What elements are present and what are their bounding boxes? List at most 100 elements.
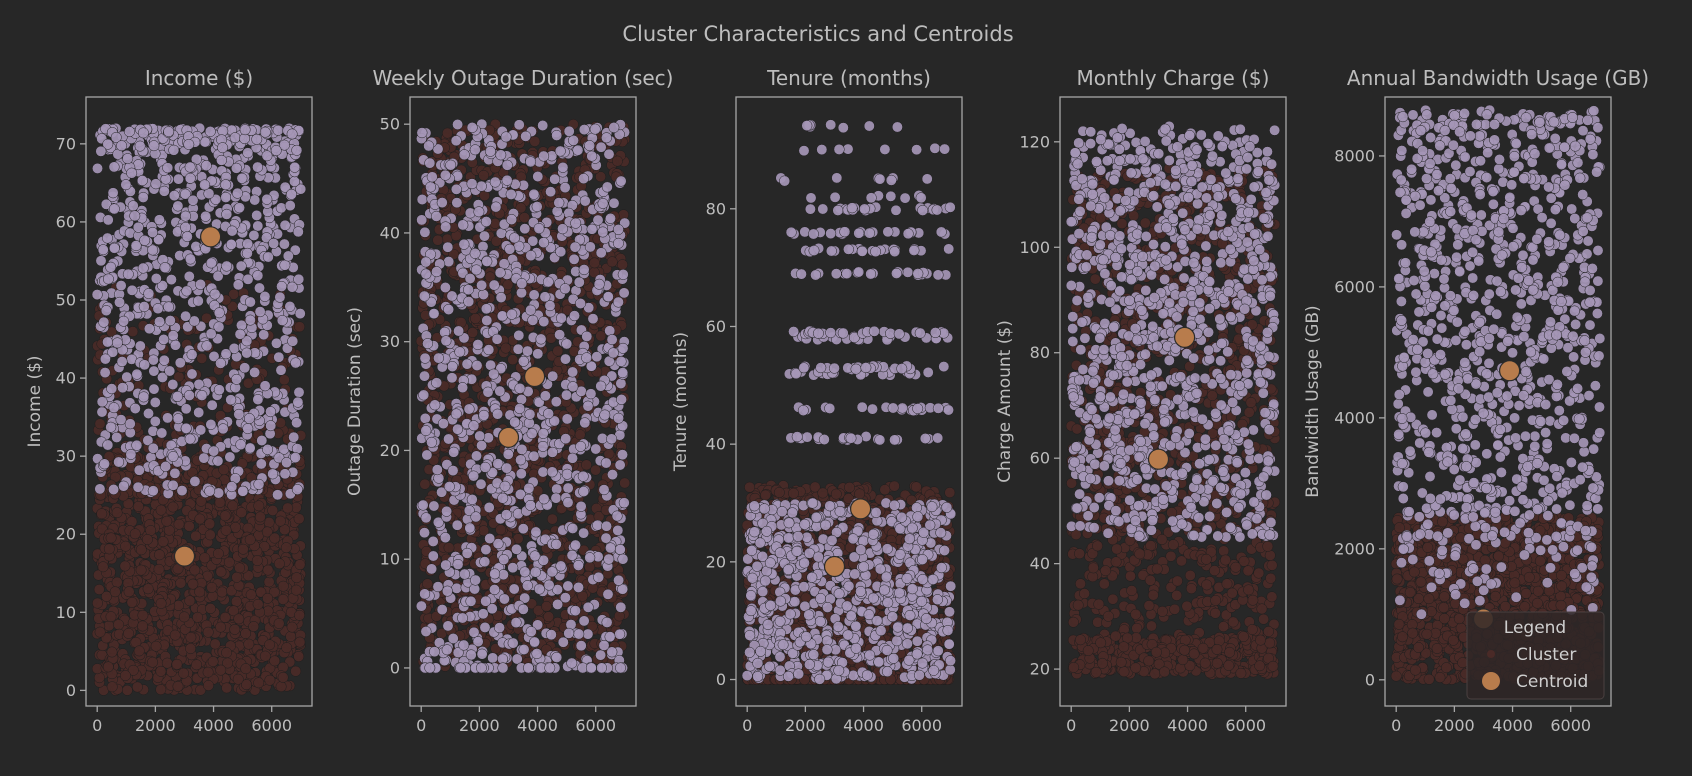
cluster-point — [107, 187, 119, 199]
cluster-point — [593, 571, 605, 583]
cluster-point — [596, 662, 608, 674]
cluster-point — [224, 451, 236, 463]
cluster-point — [237, 543, 249, 555]
scatter-points — [91, 122, 307, 696]
cluster-point — [102, 661, 114, 673]
cluster-point — [608, 122, 620, 133]
cluster-point — [272, 489, 284, 501]
cluster-point — [525, 304, 537, 316]
cluster-point — [194, 513, 206, 525]
cluster-point — [526, 428, 538, 439]
cluster-point — [598, 484, 610, 496]
cluster-point — [568, 134, 579, 146]
cluster-point — [546, 566, 558, 578]
cluster-point — [559, 182, 571, 194]
cluster-point — [555, 560, 567, 572]
cluster-point — [155, 684, 167, 696]
cluster-point — [103, 620, 115, 632]
cluster-point — [464, 273, 476, 284]
chart-title: Cluster Characteristics and Centroids — [622, 22, 1013, 46]
cluster-point — [213, 487, 225, 499]
cluster-point — [457, 219, 469, 231]
cluster-point — [591, 351, 603, 363]
cluster-point — [208, 350, 220, 362]
cluster-point — [229, 132, 241, 144]
cluster-point — [133, 464, 145, 476]
cluster-point — [149, 396, 161, 408]
cluster-point — [273, 351, 285, 363]
y-tick-label: 0 — [390, 658, 400, 677]
cluster-point — [242, 147, 254, 159]
cluster-point — [276, 280, 288, 292]
cluster-point — [127, 326, 139, 338]
cluster-point — [129, 403, 141, 414]
cluster-point — [419, 588, 431, 600]
cluster-point — [510, 617, 522, 629]
cluster-point — [573, 581, 584, 593]
cluster-point — [418, 389, 430, 401]
cluster-point — [235, 260, 247, 272]
cluster-point — [600, 457, 612, 469]
cluster-point — [126, 284, 138, 296]
cluster-point — [525, 250, 537, 262]
cluster-point — [505, 188, 517, 200]
cluster-point — [208, 445, 220, 457]
cluster-point — [172, 680, 184, 692]
cluster-point — [475, 180, 487, 192]
cluster-point — [102, 232, 113, 244]
cluster-point — [420, 425, 432, 437]
cluster-point — [516, 278, 528, 289]
cluster-point — [420, 268, 432, 280]
cluster-point — [508, 583, 520, 595]
cluster-point — [199, 179, 211, 191]
cluster-point — [220, 191, 232, 203]
cluster-point — [566, 549, 578, 561]
cluster-point — [424, 157, 436, 169]
cluster-point — [105, 611, 117, 623]
cluster-point — [244, 442, 256, 454]
cluster-point — [468, 626, 480, 638]
cluster-point — [143, 323, 155, 335]
cluster-point — [102, 138, 114, 150]
cluster-point — [522, 662, 534, 674]
cluster-point — [545, 186, 557, 198]
cluster-point — [506, 214, 518, 225]
cluster-point — [569, 310, 580, 322]
cluster-point — [239, 124, 251, 136]
cluster-point — [286, 188, 297, 200]
cluster-point — [502, 448, 514, 460]
cluster-point — [516, 443, 528, 455]
cluster-point — [539, 390, 551, 402]
cluster-point — [602, 588, 614, 600]
cluster-point — [277, 593, 289, 605]
cluster-point — [569, 241, 581, 253]
cluster-point — [147, 425, 159, 437]
cluster-point — [142, 434, 154, 446]
cluster-point — [597, 198, 609, 209]
cluster-point — [129, 210, 141, 222]
cluster-point — [275, 364, 287, 376]
cluster-point — [595, 649, 607, 661]
cluster-point — [497, 662, 509, 674]
cluster-point — [124, 418, 136, 430]
cluster-point — [447, 633, 459, 644]
cluster-point — [160, 461, 172, 472]
cluster-point — [106, 646, 118, 658]
cluster-point — [150, 273, 162, 284]
cluster-point — [513, 329, 525, 341]
y-tick-label: 20 — [56, 525, 76, 544]
cluster-point — [279, 468, 291, 480]
cluster-point — [586, 223, 598, 235]
cluster-point — [188, 315, 200, 327]
cluster-point — [545, 629, 557, 641]
cluster-point — [468, 420, 480, 432]
cluster-point — [131, 439, 143, 451]
cluster-point — [98, 316, 110, 328]
cluster-point — [443, 256, 455, 268]
cluster-point — [243, 413, 255, 424]
cluster-point — [459, 568, 471, 580]
cluster-point — [205, 603, 216, 614]
cluster-point — [231, 373, 243, 385]
cluster-point — [595, 171, 607, 183]
cluster-point — [619, 477, 631, 489]
